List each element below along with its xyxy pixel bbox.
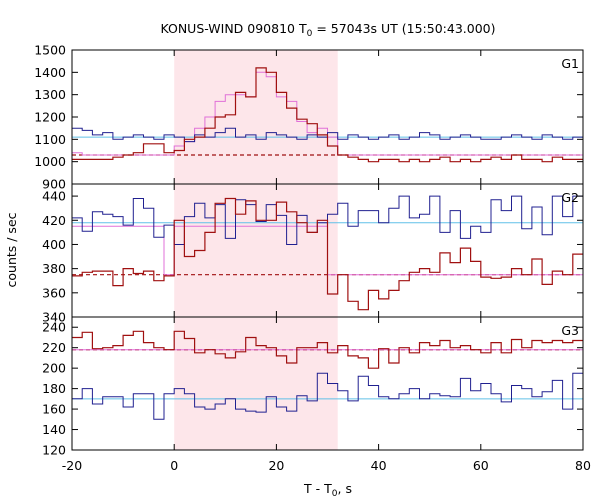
panel-g3: 120 140 160 180 200 220 240 G3 [42, 316, 584, 458]
y-tick-label: 900 [42, 177, 66, 192]
y-tick-label: 400 [42, 237, 66, 252]
x-tick-label: 60 [473, 458, 489, 473]
panel-frame [71, 316, 584, 451]
red-series [72, 197, 583, 311]
y-tick-label: 200 [42, 361, 66, 376]
y-tick-label: 120 [42, 443, 66, 458]
red-series [72, 330, 583, 369]
y-tick-label: 1300 [34, 87, 66, 102]
y-tick-label: 240 [42, 320, 66, 335]
chart-title: KONUS-WIND 090810 T0 = 57043s UT (15:50:… [160, 21, 495, 39]
y-tick-label: 360 [42, 285, 66, 300]
x-tick-labels: -20 0 20 40 60 80 [62, 458, 591, 473]
y-tick-label: 340 [42, 310, 66, 325]
x-tick-label: 40 [371, 458, 387, 473]
x-tick-label: 0 [170, 458, 178, 473]
x-tick-label: 20 [268, 458, 284, 473]
y-tick-label: 1000 [34, 154, 66, 169]
panel-label: G1 [561, 56, 579, 71]
y-tick-label: 1200 [34, 110, 66, 125]
chart-panels: 900 1000 1100 1200 1300 1400 1500 G1 340 360 380 40… [34, 43, 584, 458]
y-tick-label: 140 [42, 422, 66, 437]
pink-model-series [72, 225, 583, 276]
y-tick-label: 1500 [34, 43, 66, 58]
panel-label: G3 [561, 323, 579, 338]
panel-label: G2 [561, 190, 579, 205]
y-tick-label: 420 [42, 213, 66, 228]
y-tick-label: 180 [42, 381, 66, 396]
y-tick-label: 440 [42, 189, 66, 204]
pink-model-series [72, 71, 583, 156]
y-tick-label: 1100 [34, 132, 66, 147]
x-axis-label: T - T0, s [303, 481, 352, 499]
y-tick-label: 160 [42, 402, 66, 417]
y-tick-label: 220 [42, 340, 66, 355]
blue-series [72, 372, 583, 420]
panel-g1: 900 1000 1100 1200 1300 1400 1500 G1 [34, 43, 584, 192]
red-series [72, 67, 583, 163]
panel-g2: 340 360 380 400 420 440 G2 [42, 183, 584, 325]
x-tick-label: -20 [62, 458, 82, 473]
x-tick-label: 80 [575, 458, 591, 473]
y-axis-label: counts / sec [4, 212, 19, 287]
y-tick-label: 1400 [34, 65, 66, 80]
y-tick-label: 380 [42, 261, 66, 276]
